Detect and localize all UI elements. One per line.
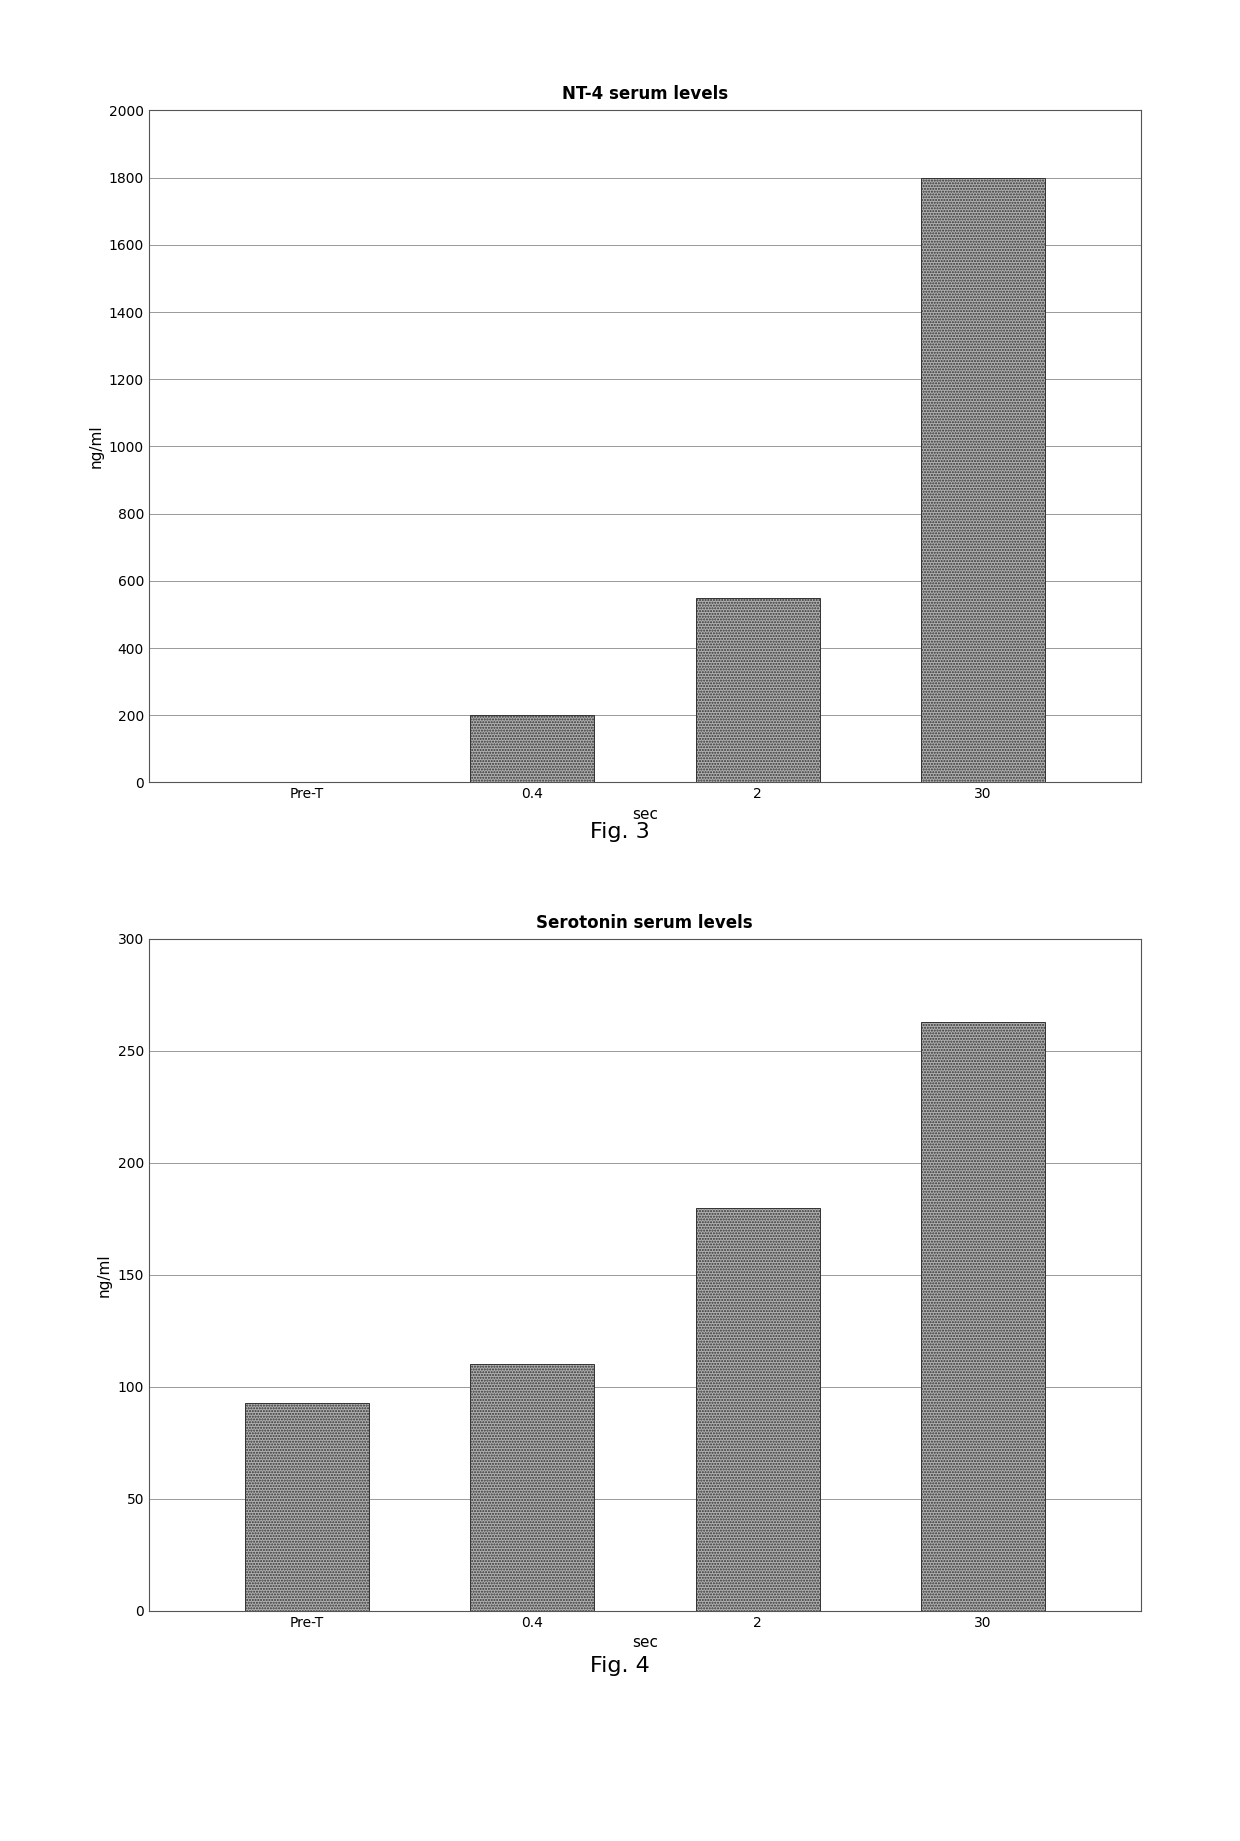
Bar bbox=[244, 1403, 368, 1611]
Bar bbox=[696, 598, 820, 782]
Bar bbox=[470, 716, 594, 782]
Y-axis label: ng/ml: ng/ml bbox=[88, 425, 103, 468]
Title: Serotonin serum levels: Serotonin serum levels bbox=[537, 913, 753, 932]
Title: NT-4 serum levels: NT-4 serum levels bbox=[562, 85, 728, 103]
Y-axis label: ng/ml: ng/ml bbox=[97, 1254, 112, 1296]
X-axis label: sec: sec bbox=[632, 806, 657, 821]
Text: Fig. 3: Fig. 3 bbox=[590, 823, 650, 841]
Bar bbox=[921, 179, 1045, 782]
Bar bbox=[470, 1364, 594, 1611]
Bar bbox=[696, 1208, 820, 1611]
Text: Fig. 4: Fig. 4 bbox=[590, 1657, 650, 1675]
X-axis label: sec: sec bbox=[632, 1635, 657, 1650]
Bar bbox=[921, 1022, 1045, 1611]
